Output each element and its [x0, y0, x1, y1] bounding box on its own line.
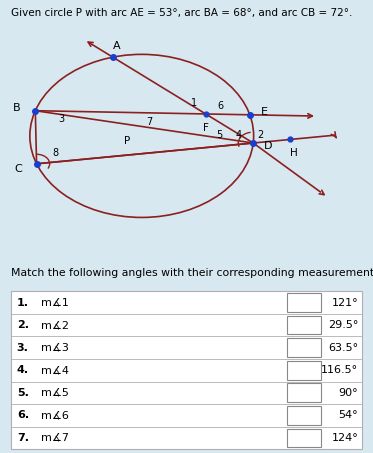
Text: 116.5°: 116.5° [321, 365, 358, 375]
FancyBboxPatch shape [287, 361, 321, 380]
Text: 6: 6 [217, 101, 224, 111]
Text: m∡4: m∡4 [41, 365, 69, 375]
Text: F: F [203, 123, 209, 133]
Text: m∡7: m∡7 [41, 433, 69, 443]
Text: 3.: 3. [17, 342, 29, 353]
Text: 4.: 4. [17, 365, 29, 375]
Text: 54°: 54° [338, 410, 358, 420]
FancyBboxPatch shape [287, 429, 321, 447]
Text: 3: 3 [58, 114, 65, 124]
Text: 63.5°: 63.5° [328, 342, 358, 353]
Text: H: H [290, 148, 298, 158]
Text: Given circle P with arc AE = 53°, arc BA = 68°, and arc CB = 72°.: Given circle P with arc AE = 53°, arc BA… [11, 8, 352, 18]
Text: D: D [264, 141, 272, 151]
Text: 1.: 1. [17, 298, 29, 308]
Text: 121°: 121° [332, 298, 358, 308]
FancyBboxPatch shape [287, 316, 321, 334]
Text: 5.: 5. [17, 388, 29, 398]
Text: E: E [261, 107, 268, 117]
FancyBboxPatch shape [287, 406, 321, 425]
Text: m∡2: m∡2 [41, 320, 69, 330]
Text: 5: 5 [216, 130, 223, 140]
Text: 124°: 124° [331, 433, 358, 443]
Text: m∡3: m∡3 [41, 342, 69, 353]
Text: B: B [13, 103, 21, 113]
Text: 7.: 7. [17, 433, 29, 443]
Text: 8: 8 [52, 148, 58, 158]
Text: m∡5: m∡5 [41, 388, 69, 398]
FancyBboxPatch shape [287, 293, 321, 312]
Text: Match the following angles with their corresponding measurements.: Match the following angles with their co… [11, 269, 373, 279]
Text: C: C [14, 164, 22, 174]
Text: m∡1: m∡1 [41, 298, 69, 308]
FancyBboxPatch shape [287, 383, 321, 402]
Text: 2.: 2. [17, 320, 29, 330]
Text: 7: 7 [146, 117, 152, 127]
Text: 6.: 6. [17, 410, 29, 420]
Text: A: A [113, 41, 120, 51]
Text: 2: 2 [257, 130, 264, 140]
FancyBboxPatch shape [11, 291, 362, 449]
Text: P: P [124, 136, 130, 146]
Text: 1: 1 [191, 98, 198, 108]
Text: 4: 4 [235, 130, 241, 140]
Text: 90°: 90° [338, 388, 358, 398]
Text: m∡6: m∡6 [41, 410, 69, 420]
Text: 29.5°: 29.5° [328, 320, 358, 330]
FancyBboxPatch shape [287, 338, 321, 357]
